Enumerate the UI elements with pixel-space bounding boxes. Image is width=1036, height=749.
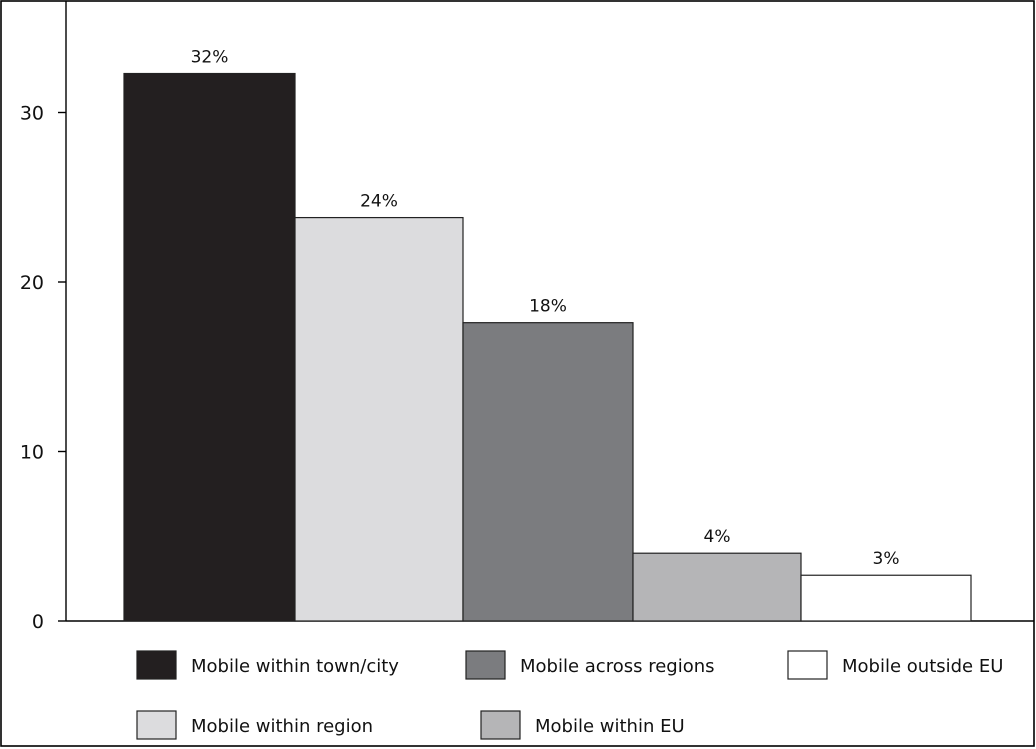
legend-item-4: Mobile within EU (480, 710, 685, 740)
y-tick-label: 20 (20, 272, 44, 294)
legend-swatch (136, 650, 177, 680)
legend: Mobile within town/city Mobile across reg… (136, 650, 1003, 740)
y-axis-ticks: 0 10 20 30 (20, 103, 66, 633)
data-label-1: 32% (191, 48, 229, 68)
legend-swatch (787, 650, 828, 680)
legend-swatch (480, 710, 521, 740)
bars-group (123, 72, 972, 622)
legend-label: Mobile within town/city (191, 656, 399, 677)
data-labels-group: 32% 24% 18% 4% 3% (191, 48, 900, 570)
y-tick-label: 30 (20, 103, 44, 125)
y-tick-label: 10 (20, 442, 44, 464)
legend-item-5: Mobile outside EU (787, 650, 1003, 680)
legend-label: Mobile across regions (520, 656, 715, 677)
data-label-4: 4% (704, 527, 731, 547)
legend-item-2: Mobile within region (136, 710, 373, 740)
data-label-5: 3% (873, 549, 900, 569)
data-label-2: 24% (360, 192, 398, 212)
bar-2 (294, 216, 464, 622)
bar-3 (462, 322, 634, 622)
bar-5 (800, 574, 972, 622)
y-tick-label: 0 (32, 611, 44, 633)
bar-1 (123, 72, 296, 622)
data-label-3: 18% (529, 297, 567, 317)
legend-item-3: Mobile across regions (465, 650, 715, 680)
legend-swatch (465, 650, 506, 680)
legend-item-1: Mobile within town/city (136, 650, 399, 680)
legend-label: Mobile within EU (535, 716, 685, 737)
bar-4 (632, 552, 802, 622)
legend-label: Mobile outside EU (842, 656, 1003, 677)
legend-swatch (136, 710, 177, 740)
legend-label: Mobile within region (191, 716, 373, 737)
